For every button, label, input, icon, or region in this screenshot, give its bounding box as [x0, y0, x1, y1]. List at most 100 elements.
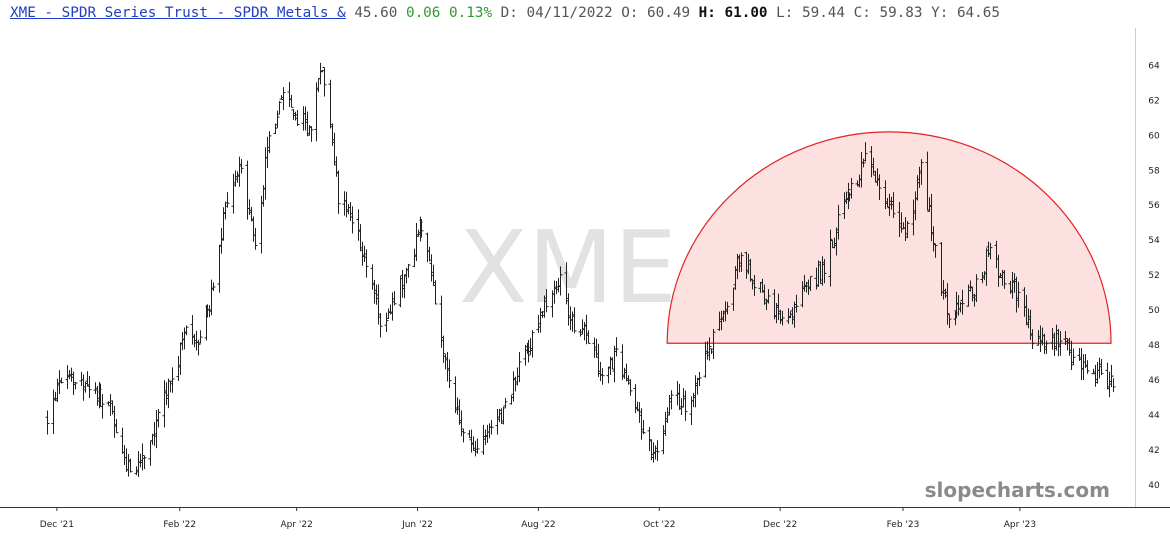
y-tick-label: 54: [1148, 236, 1160, 246]
ohlc-bar: [481, 424, 486, 455]
ohlc-bar: [523, 344, 528, 366]
ohlc-bar: [392, 291, 397, 306]
ohlc-bar: [1016, 281, 1021, 308]
x-tick-label: Feb '23: [887, 520, 920, 530]
ohlc-bar: [1083, 353, 1088, 369]
ohlc-bar: [170, 367, 175, 393]
ohlc-bar: [126, 453, 131, 477]
ohlc-bar: [356, 209, 361, 241]
ohlc-bar: [291, 109, 296, 120]
ohlc-bar: [429, 254, 434, 282]
ohlc-bar: [639, 408, 644, 440]
ohlc-bar: [275, 110, 280, 128]
ohlc-bar: [370, 264, 375, 290]
ohlc-bar: [528, 337, 533, 355]
ohlc-bar: [501, 406, 506, 425]
ohlc-bar: [122, 445, 127, 466]
x-tick-label: Apr '22: [280, 520, 312, 530]
ohlc-bar: [572, 307, 577, 334]
ohlc-bar: [663, 411, 668, 436]
ohlc-bar: [808, 275, 813, 291]
ohlc-bar: [303, 106, 308, 131]
ohlc-bar: [635, 401, 640, 411]
open-readout: O: 60.49: [621, 5, 691, 21]
y-tick-label: 50: [1148, 306, 1160, 316]
ohlc-bar: [178, 342, 183, 375]
ohlc-bar: [919, 159, 924, 185]
ohlc-bar: [495, 409, 500, 435]
ohlc-bar: [578, 328, 583, 337]
ohlc-bar: [386, 308, 391, 320]
ohlc-bar: [416, 229, 421, 237]
ohlc-bar: [1095, 361, 1100, 384]
ohlc-bar: [164, 382, 169, 405]
y-tick-label: 48: [1148, 341, 1160, 351]
ohlc-bar: [513, 376, 518, 392]
ohlc-bar: [281, 87, 286, 111]
ohlc-bar: [336, 170, 341, 214]
ohlc-bar: [419, 219, 424, 238]
ohlc-bar: [620, 344, 625, 380]
ohlc-bar: [891, 192, 896, 219]
ohlc-bar: [110, 400, 115, 415]
ohlc-bar: [348, 201, 353, 221]
ohlc-bar: [517, 352, 522, 383]
ohlc-bar: [1099, 358, 1104, 376]
ohlc-bar: [443, 354, 448, 370]
ohlc-bar: [1071, 348, 1076, 366]
low-readout: L: 59.44: [776, 5, 846, 21]
ohlc-bar: [628, 379, 633, 396]
ohlc-bar: [67, 370, 72, 380]
ohlc-bar: [509, 395, 514, 405]
ohlc-bar: [273, 123, 278, 135]
ohlc-bar: [905, 220, 910, 239]
ohlc-bar: [253, 227, 258, 250]
symbol-title-link[interactable]: XME - SPDR Series Trust - SPDR Metals &: [10, 5, 346, 21]
y-tick-label: 46: [1148, 376, 1160, 386]
ohlc-bar: [346, 203, 351, 215]
ohlc-bar: [231, 173, 236, 214]
y-tick-label: 52: [1148, 271, 1159, 281]
ohlc-bar: [65, 365, 70, 389]
ohlc-bars-layer: [45, 62, 1116, 478]
ohlc-bar: [471, 436, 476, 451]
ohlc-bar: [251, 216, 256, 242]
ohlc-bar: [376, 284, 381, 325]
ohlc-bar: [780, 310, 785, 326]
ohlc-bar: [1085, 360, 1090, 374]
ohlc-bar: [863, 142, 868, 162]
ohlc-bar: [112, 405, 117, 438]
ohlc-bar: [651, 442, 656, 463]
x-tick-label: Oct '22: [643, 520, 675, 530]
ohlc-bar: [427, 246, 432, 262]
ohlc-bar: [180, 331, 185, 351]
ohlc-bar: [235, 171, 240, 183]
y-tick-label: 56: [1148, 201, 1160, 211]
ohlc-bar: [647, 427, 652, 451]
ohlc-bar: [675, 381, 680, 406]
ohlc-bar: [447, 359, 452, 388]
y-readout: Y: 64.65: [931, 5, 1000, 21]
y-tick-label: 60: [1148, 131, 1160, 141]
ohlc-bar: [156, 408, 161, 428]
ohlc-bar: [677, 383, 682, 410]
ohlc-bar: [1002, 270, 1007, 289]
ohlc-bar: [279, 95, 284, 100]
ohlc-bar: [198, 330, 203, 344]
ohlc-bar: [332, 132, 337, 166]
ohlc-bar: [372, 279, 377, 304]
ohlc-bar: [184, 325, 189, 336]
ohlc-bar: [176, 355, 181, 382]
ohlc-bar: [933, 243, 938, 258]
ohlc-bar: [360, 241, 365, 266]
ohlc-bar: [402, 274, 407, 299]
ohlc-bar: [106, 401, 111, 406]
y-tick-label: 62: [1148, 96, 1159, 106]
ohlc-bar: [390, 292, 395, 321]
ohlc-bar: [1097, 357, 1102, 379]
ohlc-bar: [314, 82, 319, 142]
ohlc-bar: [45, 410, 50, 435]
ohlc-bar: [295, 110, 300, 127]
ohlc-bar: [223, 201, 228, 220]
